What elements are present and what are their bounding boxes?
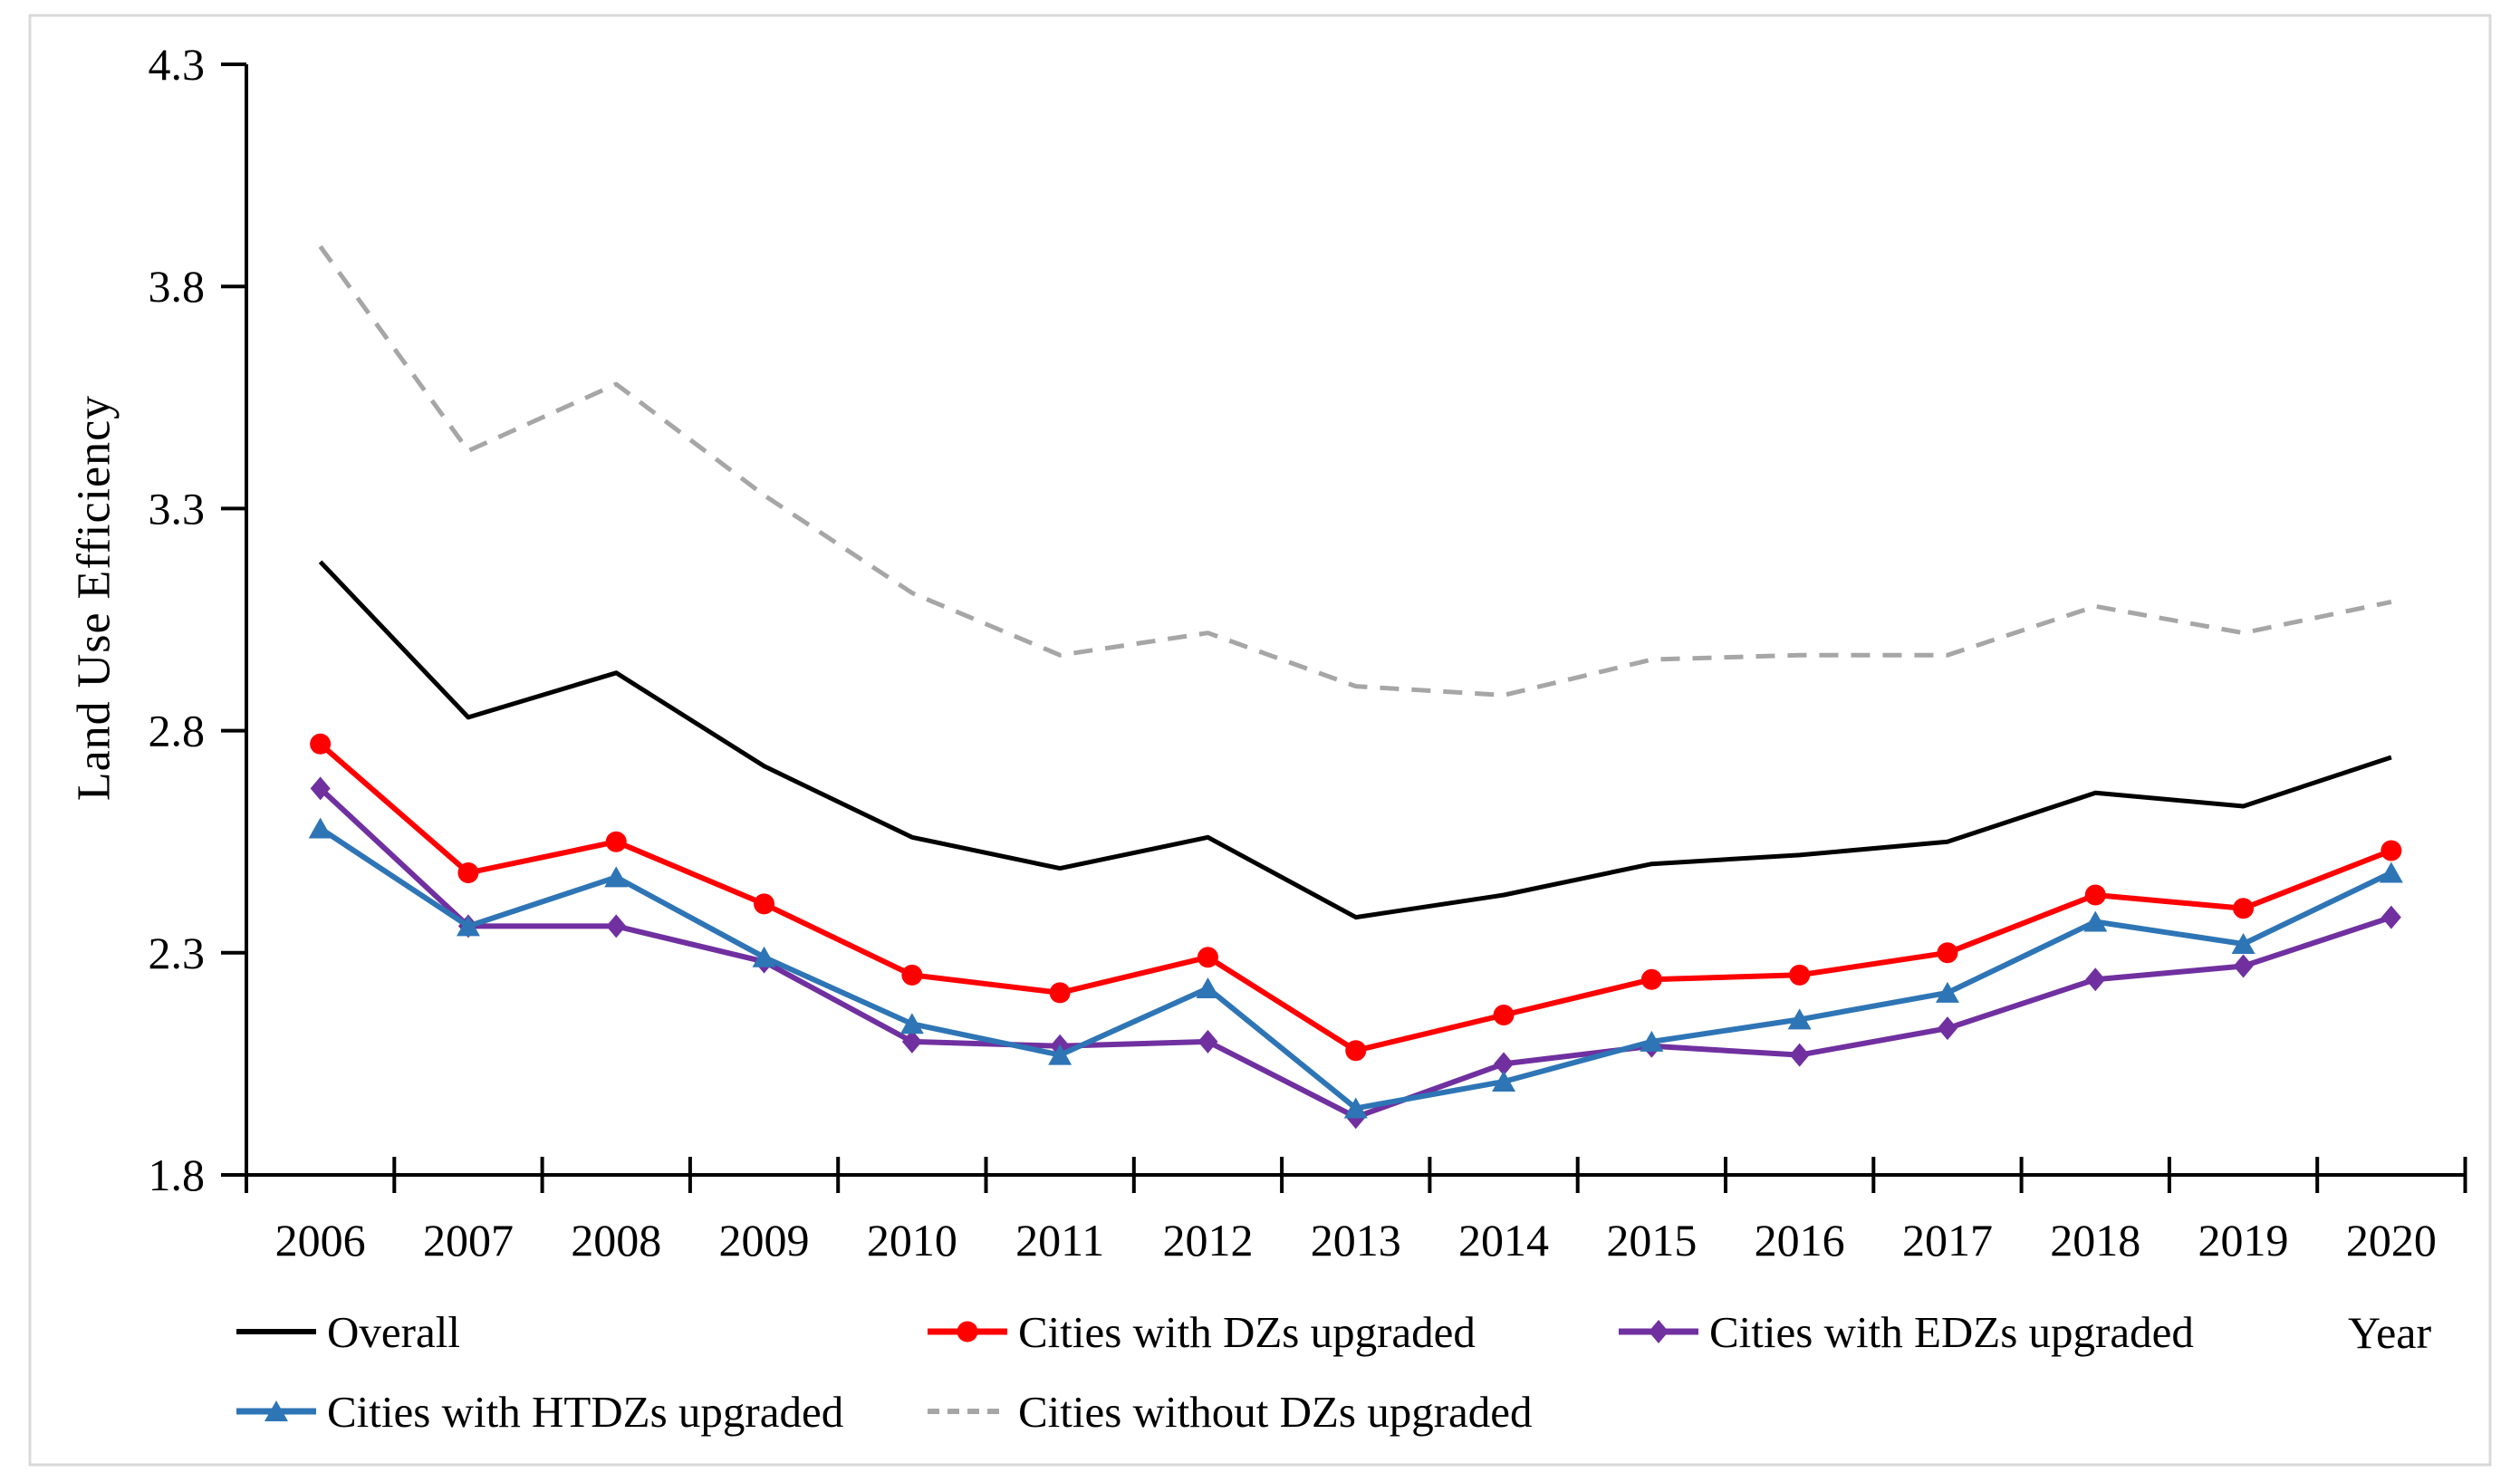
legend-label-cities-without-dzs-upgraded: Cities without DZs upgraded [1018, 1386, 1533, 1437]
y-tick-label-2.8: 2.8 [149, 706, 206, 756]
marker-cities-with-htdzs-upgraded-2007 [456, 915, 480, 937]
marker-cities-with-htdzs-upgraded-2014 [1492, 1071, 1516, 1092]
legend-label-overall: Overall [327, 1306, 460, 1357]
y-axis-title: Land Use Efficiency [68, 394, 120, 802]
marker-cities-with-htdzs-upgraded-2018 [2083, 910, 2108, 932]
legend-item-cities-with-dzs-upgraded: Cities with DZs upgraded [926, 1303, 1476, 1361]
x-label-2007: 2007 [423, 1215, 514, 1265]
legend-item-cities-with-htdzs-upgraded: Cities with HTDZs upgraded [235, 1382, 843, 1440]
x-label-2010: 2010 [867, 1215, 957, 1265]
x-label-2012: 2012 [1162, 1215, 1253, 1265]
marker-cities-with-htdzs-upgraded-2011 [1048, 1044, 1072, 1065]
series-cities-with-dzs-upgraded [310, 733, 2402, 1062]
legend-item-overall: Overall [235, 1303, 460, 1361]
marker-cities-with-dzs-upgraded-2008 [605, 831, 627, 852]
marker-cities-with-edzs-upgraded-2014 [1494, 1052, 1515, 1076]
y-tick-label-1.8: 1.8 [149, 1150, 206, 1200]
marker-cities-with-htdzs-upgraded-2013 [1343, 1097, 1368, 1119]
marker-cities-with-htdzs-upgraded-2016 [1787, 1008, 1812, 1030]
marker-cities-with-htdzs-upgraded-2009 [752, 946, 776, 967]
marker-cities-with-dzs-upgraded-2019 [2233, 898, 2255, 919]
x-label-2020: 2020 [2346, 1215, 2437, 1265]
marker-cities-with-edzs-upgraded-2008 [606, 914, 627, 938]
marker-cities-with-htdzs-upgraded-2019 [2231, 932, 2255, 954]
series-cities-with-edzs-upgraded [310, 776, 2401, 1130]
y-tick-label-2.3: 2.3 [149, 928, 206, 978]
x-label-2009: 2009 [719, 1215, 810, 1265]
x-label-2018: 2018 [2050, 1215, 2140, 1265]
marker-cities-with-edzs-upgraded-2020 [2381, 905, 2401, 929]
series-line-cities-with-htdzs-upgraded [318, 825, 2393, 1112]
legend-swatch-purple-diamond-line [1619, 1320, 1698, 1343]
marker-cities-with-dzs-upgraded-2017 [1937, 942, 1958, 964]
marker-cities-with-htdzs-upgraded-2015 [1640, 1030, 1664, 1052]
legend-swatch-red-circle-line [928, 1321, 1007, 1342]
x-label-2008: 2008 [571, 1215, 661, 1265]
legend-item-cities-with-edzs-upgraded: Cities with EDZs upgraded [1617, 1303, 2194, 1361]
legend-label-cities-with-edzs-upgraded: Cities with EDZs upgraded [1709, 1306, 2194, 1357]
series-line-cities-with-dzs-upgraded [318, 742, 2392, 1054]
marker-cities-with-dzs-upgraded-2020 [2381, 840, 2402, 861]
marker-cities-with-edzs-upgraded-2012 [1197, 1029, 1218, 1054]
x-label-2017: 2017 [1902, 1215, 1993, 1265]
x-label-2006: 2006 [275, 1215, 366, 1265]
series-line-overall [318, 560, 2392, 920]
y-tick-label-3.3: 3.3 [149, 483, 206, 534]
y-tick-label-3.8: 3.8 [149, 261, 206, 312]
marker-cities-with-edzs-upgraded-2018 [2085, 967, 2106, 992]
marker-cities-with-edzs-upgraded-2019 [2233, 954, 2254, 978]
x-label-2011: 2011 [1015, 1215, 1104, 1265]
legend-swatch-blue-triangle-line [236, 1400, 316, 1421]
marker-cities-with-htdzs-upgraded-2017 [1935, 981, 1959, 1003]
legend-swatch-overall-line [236, 1329, 316, 1334]
series-line-cities-without-dzs-upgraded [318, 245, 2392, 698]
marker-cities-with-dzs-upgraded-2014 [1493, 1004, 1515, 1025]
legend-label-cities-with-dzs-upgraded: Cities with DZs upgraded [1018, 1306, 1476, 1357]
x-label-2019: 2019 [2198, 1215, 2289, 1265]
marker-cities-with-dzs-upgraded-2010 [901, 964, 923, 986]
marker-cities-with-edzs-upgraded-2006 [310, 776, 331, 801]
marker-cities-with-htdzs-upgraded-2012 [1196, 977, 1220, 999]
legend-marker-cities-with-htdzs-upgraded [265, 1400, 288, 1421]
series-line-cities-with-edzs-upgraded [318, 786, 2392, 1121]
x-label-2014: 2014 [1458, 1215, 1549, 1265]
marker-cities-with-edzs-upgraded-2016 [1789, 1043, 1810, 1067]
marker-cities-with-edzs-upgraded-2017 [1937, 1016, 1957, 1041]
series-cities-without-dzs-upgraded [318, 245, 2392, 698]
marker-cities-with-dzs-upgraded-2011 [1049, 982, 1071, 1004]
legend-swatch-gray-dashed-line [928, 1409, 1007, 1414]
marker-cities-with-dzs-upgraded-2009 [754, 893, 775, 915]
marker-cities-with-htdzs-upgraded-2020 [2379, 861, 2403, 883]
marker-cities-with-dzs-upgraded-2018 [2084, 884, 2106, 906]
figure-border [28, 14, 2492, 1467]
marker-cities-with-dzs-upgraded-2006 [310, 733, 332, 755]
marker-cities-with-dzs-upgraded-2007 [457, 862, 479, 884]
series-overall [318, 560, 2392, 920]
x-label-2013: 2013 [1311, 1215, 1401, 1265]
legend-marker-cities-with-dzs-upgraded [957, 1321, 978, 1342]
legend-marker-cities-with-edzs-upgraded [1649, 1320, 1669, 1343]
marker-cities-with-dzs-upgraded-2016 [1789, 964, 1811, 986]
x-label-2016: 2016 [1755, 1215, 1845, 1265]
series-cities-with-htdzs-upgraded [308, 817, 2403, 1119]
marker-cities-with-dzs-upgraded-2012 [1197, 947, 1218, 968]
y-tick-label-4.3: 4.3 [149, 39, 206, 90]
legend-label-cities-with-htdzs-upgraded: Cities with HTDZs upgraded [327, 1386, 844, 1437]
marker-cities-with-htdzs-upgraded-2008 [604, 866, 629, 888]
legend-item-cities-without-dzs-upgraded: Cities without DZs upgraded [926, 1382, 1533, 1440]
marker-cities-with-htdzs-upgraded-2006 [308, 817, 332, 839]
x-label-2015: 2015 [1606, 1215, 1697, 1265]
marker-cities-with-edzs-upgraded-2010 [901, 1029, 922, 1054]
marker-cities-with-htdzs-upgraded-2010 [899, 1013, 924, 1035]
marker-cities-with-dzs-upgraded-2013 [1345, 1040, 1367, 1062]
x-axis-title: Year [2348, 1307, 2432, 1358]
marker-cities-with-dzs-upgraded-2015 [1640, 968, 1662, 990]
